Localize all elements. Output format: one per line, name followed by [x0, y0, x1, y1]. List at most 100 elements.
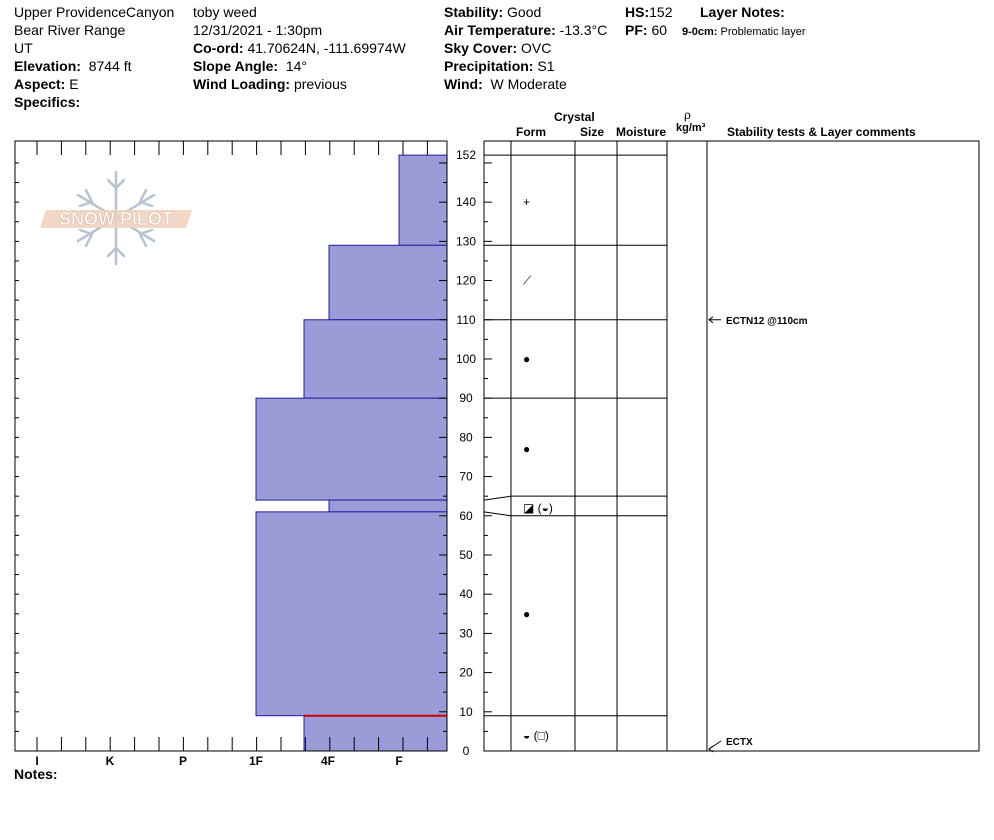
grain-form-symbol: ◪ (◒) [523, 501, 553, 515]
wind-label: Wind: [444, 76, 483, 92]
location-name: Upper ProvidenceCanyon [14, 4, 175, 20]
hardness-tick-label: P [179, 754, 187, 768]
hardness-tick-label: K [106, 754, 115, 768]
air-temp-label: Air Temperature: [444, 22, 556, 38]
aspect-value: E [69, 76, 79, 92]
layer-connector-line [483, 495, 512, 501]
notes-label: Notes: [14, 766, 58, 782]
hs-value: 152 [649, 4, 673, 20]
elevation-value: 8744 ft [88, 58, 132, 74]
observer-name: toby weed [193, 4, 257, 20]
logo-banner [40, 210, 192, 228]
height-tick-label: 50 [459, 548, 473, 562]
height-tick-label: 90 [459, 391, 473, 405]
height-axis: 0 10 20 30 40 50 60 70 80 90 100 110 120 130 140 152 [439, 148, 492, 758]
grain-form-symbol: + [523, 195, 530, 209]
layer-note: 9-0cm: Problematic layer [682, 24, 806, 40]
height-tick-label: 0 [463, 744, 470, 758]
hardness-axis: I K P 1F 4F F [15, 141, 428, 768]
hardness-layer-bar [303, 715, 448, 752]
wind-value: W Moderate [490, 76, 567, 92]
hardness-layer-bar [328, 244, 448, 321]
height-tick-label: 120 [456, 274, 476, 288]
pf-label: PF: [625, 22, 648, 38]
pf-value: 60 [651, 22, 668, 38]
stability-test-annotation: ECTN12 @110cm [708, 316, 808, 327]
wind-loading: Wind Loading: previous [193, 76, 347, 92]
snow-height: HS:152 [625, 4, 672, 20]
elevation-label: Elevation: [14, 58, 81, 74]
state-name: UT [14, 40, 33, 56]
height-tick-label: 80 [459, 430, 473, 444]
air-temperature: Air Temperature: -13.3°C [444, 22, 607, 38]
stability-header: Stability tests & Layer comments [727, 125, 916, 139]
snowpilot-logo: SNOW PILOT [40, 170, 192, 266]
wind-loading-label: Wind Loading: [193, 76, 291, 92]
sky-label: Sky Cover: [444, 40, 518, 56]
hardness-layer-bar [303, 319, 448, 399]
air-temp-value: -13.3°C [559, 22, 608, 38]
layer-connector-line [483, 511, 512, 517]
grain-form-symbol: ● [523, 607, 530, 621]
height-tick-label: 60 [459, 509, 473, 523]
hardness-tick-label: I [35, 754, 38, 768]
stability-test-label: ECTX [726, 737, 753, 748]
layer-table-frame [483, 140, 980, 752]
logo-text: SNOW PILOT [59, 209, 173, 229]
crystal-header: Crystal [554, 110, 595, 124]
aspect: Aspect: E [14, 76, 79, 92]
elevation: Elevation: 8744 ft [14, 58, 132, 74]
test-arrow-head [708, 745, 714, 753]
observation-datetime: 12/31/2021 - 1:30pm [193, 22, 323, 38]
height-tick-label: 140 [456, 195, 476, 209]
stability-test-annotation: ECTX [708, 737, 753, 753]
hardness-layer-bar [255, 511, 448, 717]
stability-test-label: ECTN12 @110cm [726, 316, 808, 327]
height-tick-label: 20 [459, 666, 473, 680]
hardness-frame [14, 140, 448, 752]
wind: Wind: W Moderate [444, 76, 567, 92]
height-tick-label: 70 [459, 470, 473, 484]
grain-form-symbol: ● [523, 442, 530, 456]
sky-cover: Sky Cover: OVC [444, 40, 551, 56]
test-arrow-head [708, 316, 714, 324]
penetration-foot: PF: 60 [625, 22, 667, 38]
height-tick-label: 10 [459, 705, 473, 719]
specifics-label: Specifics: [14, 94, 81, 110]
height-tick-label: 152 [456, 148, 476, 162]
size-header: Size [580, 125, 605, 139]
sky-value: OVC [521, 40, 552, 56]
range-name: Bear River Range [14, 22, 126, 38]
height-tick-label: 40 [459, 587, 473, 601]
aspect-label: Aspect: [14, 76, 66, 92]
moisture-header: Moisture [616, 125, 667, 139]
density-header: kg/m³ [676, 122, 706, 134]
hardness-layer-bar [328, 499, 448, 513]
slope-label: Slope Angle: [193, 58, 279, 74]
hardness-tick-label: 4F [321, 754, 335, 768]
height-tick-label: 130 [456, 234, 476, 248]
coordinates: Co-ord: 41.70624N, -111.69974W [193, 40, 406, 56]
precip-value: S1 [537, 58, 555, 74]
form-header: Form [516, 125, 546, 139]
coord-label: Co-ord: [193, 40, 244, 56]
layer-note-text: Problematic layer [720, 26, 806, 38]
stability: Stability: Good [444, 4, 541, 20]
hardness-tick-label: 1F [249, 754, 263, 768]
coord-value: 41.70624N, -111.69974W [247, 40, 406, 56]
hardness-layer-bar [255, 397, 448, 501]
precipitation: Precipitation: S1 [444, 58, 554, 74]
hardness-layer-bar [398, 154, 448, 246]
grain-form-symbol: ◒ (□) [523, 728, 549, 742]
height-tick-label: 100 [456, 352, 476, 366]
height-tick-label: 30 [459, 626, 473, 640]
layer-table: + ⟋ ● ● ◪ (◒) ● ◒ (□) [483, 154, 667, 742]
grain-form-symbol: ● [523, 352, 530, 366]
stability-label: Stability: [444, 4, 504, 20]
hardness-layers [255, 154, 448, 752]
slope-value: 14° [285, 58, 307, 74]
stability-tests: ECTN12 @110cm ECTX [708, 316, 808, 753]
layer-note-range: 9-0cm: [682, 26, 718, 38]
stability-value: Good [507, 4, 542, 20]
